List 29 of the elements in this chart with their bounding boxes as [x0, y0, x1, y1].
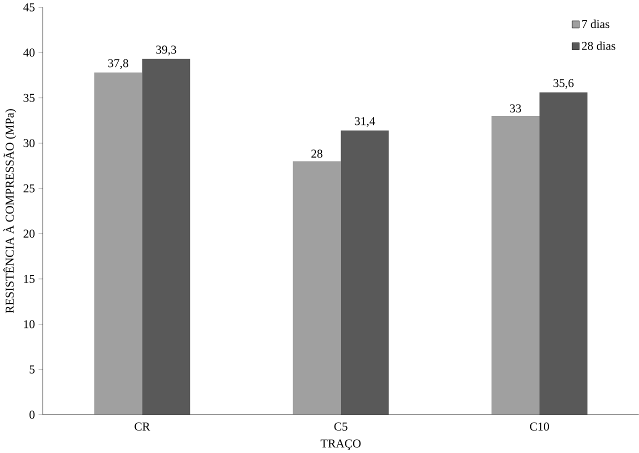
y-tick-label: 45	[23, 3, 35, 12]
bar	[292, 161, 341, 415]
x-tick-label: C5	[334, 422, 348, 430]
y-tick-label: 30	[24, 138, 35, 148]
data-label: 33	[510, 104, 522, 112]
bar	[492, 116, 540, 415]
legend-label: 7 dias	[582, 20, 610, 28]
y-tick-label: 5	[30, 365, 35, 374]
y-tick-label: 0	[30, 410, 35, 419]
bar	[340, 130, 389, 415]
y-tick-label: 20	[24, 229, 35, 238]
data-label: 31,4	[354, 116, 376, 127]
x-axis-title: TRAÇO	[320, 439, 361, 450]
legend-label: 28 dias	[582, 41, 616, 50]
data-label: 35,6	[554, 78, 574, 89]
y-tick-label: 40	[23, 48, 35, 56]
data-label: 39,3	[156, 45, 176, 56]
x-tick-label: C10	[530, 422, 550, 430]
x-tick-label: CR	[134, 422, 150, 430]
bar	[94, 72, 142, 415]
y-axis-title: RESISTÊNCIA À COMPRESSÃO (MPa)	[3, 109, 16, 313]
data-label: 37,8	[108, 59, 128, 69]
y-tick-label: 10	[24, 320, 35, 328]
bar	[539, 92, 588, 415]
y-tick-label: 15	[24, 274, 35, 283]
y-tick-label: 35	[24, 94, 35, 102]
bar	[142, 58, 190, 415]
y-tick-label: 25	[24, 184, 35, 192]
data-label: 28	[311, 149, 322, 158]
